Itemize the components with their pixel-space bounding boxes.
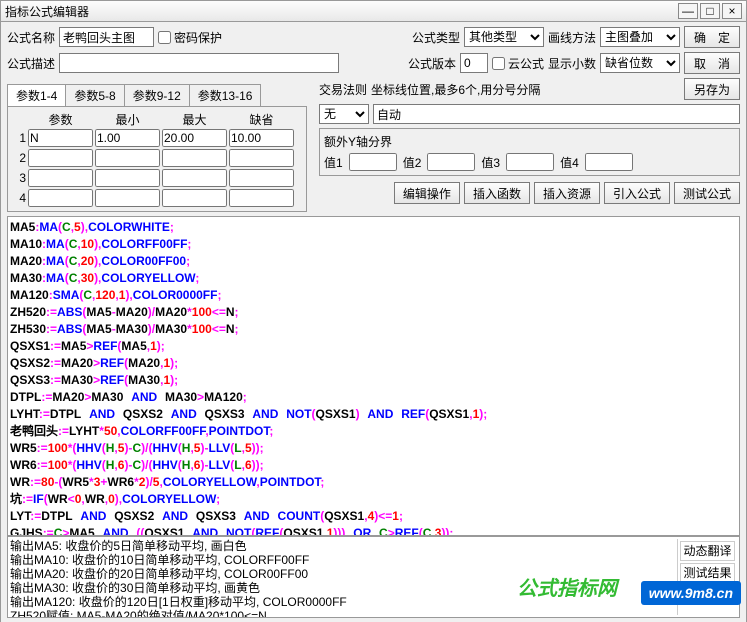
test-result-tab[interactable]: 测试结果 <box>680 563 735 583</box>
val1-input[interactable] <box>349 153 397 171</box>
val3-input[interactable] <box>506 153 554 171</box>
tab-params-1-4[interactable]: 参数1-4 <box>7 84 66 106</box>
param-3-def[interactable] <box>229 169 294 187</box>
param-4-min[interactable] <box>95 189 160 207</box>
param-1-name[interactable] <box>28 129 93 147</box>
window-title: 指标公式编辑器 <box>5 3 676 20</box>
param-4-def[interactable] <box>229 189 294 207</box>
name-input[interactable] <box>59 27 154 47</box>
url-badge: www.9m8.cn <box>641 581 741 605</box>
tab-params-5-8[interactable]: 参数5-8 <box>65 84 124 106</box>
trade-label: 交易法则 <box>319 81 367 98</box>
param-head-name: 参数 <box>28 111 93 127</box>
code-editor[interactable]: MA5:MA(C,5),COLORWHITE; MA10:MA(C,10),CO… <box>7 216 740 536</box>
type-select[interactable]: 其他类型 <box>464 27 544 47</box>
tab-params-9-12[interactable]: 参数9-12 <box>124 84 190 106</box>
val2-label: 值2 <box>403 154 422 171</box>
param-4-name[interactable] <box>28 189 93 207</box>
desc-label: 公式描述 <box>7 55 55 72</box>
tab-params-13-16[interactable]: 参数13-16 <box>189 84 262 106</box>
coord-input[interactable] <box>373 104 740 124</box>
cloud-checkbox[interactable] <box>492 57 505 70</box>
password-label: 密码保护 <box>174 29 222 46</box>
val2-input[interactable] <box>427 153 475 171</box>
param-4-max[interactable] <box>162 189 227 207</box>
val4-label: 值4 <box>560 154 579 171</box>
param-3-min[interactable] <box>95 169 160 187</box>
draw-select[interactable]: 主图叠加 <box>600 27 680 47</box>
cancel-button[interactable]: 取 消 <box>684 52 740 74</box>
val4-input[interactable] <box>585 153 633 171</box>
param-3-name[interactable] <box>28 169 93 187</box>
insert-func-button[interactable]: 插入函数 <box>464 182 530 204</box>
param-head-min: 最小 <box>95 111 160 127</box>
param-1-max[interactable] <box>162 129 227 147</box>
extra-y-label: 额外Y轴分界 <box>324 133 735 150</box>
test-button[interactable]: 测试公式 <box>674 182 740 204</box>
val1-label: 值1 <box>324 154 343 171</box>
params-grid: 1234 参数 最小 最大 缺省 <box>7 106 307 212</box>
minimize-button[interactable]: — <box>678 3 698 19</box>
dec-select[interactable]: 缺省位数 <box>600 53 680 73</box>
param-2-max[interactable] <box>162 149 227 167</box>
ok-button[interactable]: 确 定 <box>684 26 740 48</box>
edit-button[interactable]: 编辑操作 <box>394 182 460 204</box>
param-2-def[interactable] <box>229 149 294 167</box>
coord-hint: 坐标线位置,最多6个,用分号分隔 <box>371 81 680 98</box>
ver-label: 公式版本 <box>408 55 456 72</box>
type-label: 公式类型 <box>412 29 460 46</box>
watermark-text: 公式指标网 <box>517 572 617 601</box>
ver-input[interactable] <box>460 53 488 73</box>
insert-res-button[interactable]: 插入资源 <box>534 182 600 204</box>
trade-select[interactable]: 无 <box>319 104 369 124</box>
output-panel: 输出MA5: 收盘价的5日简单移动平均, 画白色 输出MA10: 收盘价的10日… <box>7 536 740 618</box>
dynamic-translate-tab[interactable]: 动态翻译 <box>680 541 735 561</box>
import-button[interactable]: 引入公式 <box>604 182 670 204</box>
maximize-button[interactable]: □ <box>700 3 720 19</box>
param-3-max[interactable] <box>162 169 227 187</box>
close-button[interactable]: × <box>722 3 742 19</box>
dec-label: 显示小数 <box>548 55 596 72</box>
cloud-label: 云公式 <box>508 55 544 72</box>
password-checkbox[interactable] <box>158 31 171 44</box>
val3-label: 值3 <box>481 154 500 171</box>
extra-y-box: 额外Y轴分界 值1 值2 值3 值4 <box>319 128 740 176</box>
desc-input[interactable] <box>59 53 339 73</box>
param-2-min[interactable] <box>95 149 160 167</box>
param-1-min[interactable] <box>95 129 160 147</box>
saveas-button[interactable]: 另存为 <box>684 78 740 100</box>
param-2-name[interactable] <box>28 149 93 167</box>
param-head-max: 最大 <box>162 111 227 127</box>
param-1-def[interactable] <box>229 129 294 147</box>
draw-label: 画线方法 <box>548 29 596 46</box>
name-label: 公式名称 <box>7 29 55 46</box>
param-head-def: 缺省 <box>229 111 294 127</box>
